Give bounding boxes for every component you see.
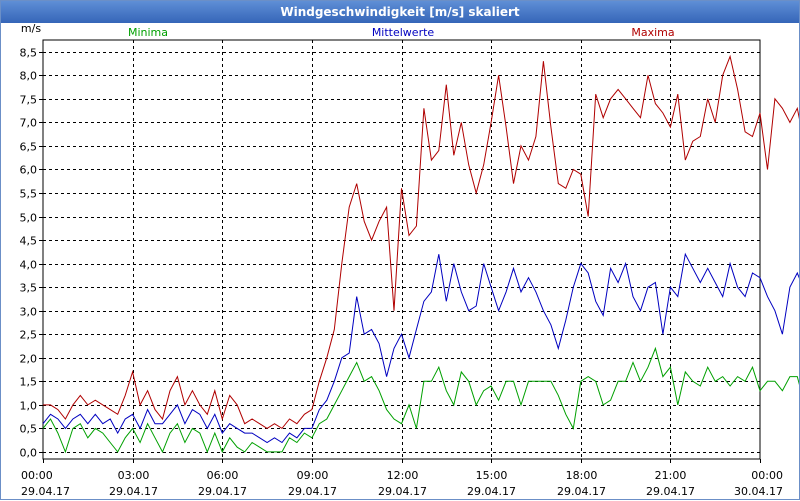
y-tick-label: 1,5 [20, 376, 38, 389]
x-tick-label-time: 09:00 [297, 469, 329, 482]
y-tick-label: 5,5 [20, 188, 38, 201]
y-tick-label: 3,5 [20, 282, 38, 295]
series-line-maxima [43, 54, 799, 430]
x-tick-label-date: 29.04.17 [109, 485, 158, 498]
y-tick-label: 6,5 [20, 141, 38, 154]
series-line-minima [42, 346, 799, 454]
y-tick-label: 8,0 [20, 70, 38, 83]
x-tick-label-time: 00:00 [21, 469, 53, 482]
window-title: Windgeschwindigkeit [m/s] skaliert [1, 1, 799, 23]
y-tick-label: 1,0 [20, 400, 38, 413]
series-line-mittelwerte [42, 252, 799, 444]
y-axis-label: m/s [21, 23, 41, 35]
x-tick-label-time: 06:00 [207, 469, 239, 482]
y-tick-label: 4,0 [20, 259, 38, 272]
y-tick-label: 4,5 [20, 235, 38, 248]
x-tick-label-date: 29.04.17 [288, 485, 337, 498]
x-tick-label-date: 29.04.17 [378, 485, 427, 498]
legend-mittelwerte: Mittelwerte [372, 26, 435, 39]
y-tick-label: 3,0 [20, 306, 38, 319]
plot-frame [42, 39, 761, 460]
x-tick-label-time: 03:00 [118, 469, 150, 482]
y-tick-label: 5,0 [20, 212, 38, 225]
x-tick-label-time: 15:00 [476, 469, 508, 482]
x-tick-label-time: 18:00 [566, 469, 598, 482]
x-tick-label-date: 29.04.17 [557, 485, 606, 498]
x-tick-label-time: 00:00 [751, 469, 783, 482]
y-tick-label: 2,0 [20, 353, 38, 366]
y-tick-label: 2,5 [20, 329, 38, 342]
y-tick-label: 0,5 [20, 423, 38, 436]
y-tick-label: 6,0 [20, 164, 38, 177]
x-tick-label-date: 29.04.17 [646, 485, 695, 498]
x-tick-label-date: 29.04.17 [21, 485, 70, 498]
y-tick-label: 7,5 [20, 94, 38, 107]
x-tick-label-date: 29.04.17 [198, 485, 247, 498]
x-tick-label-time: 21:00 [655, 469, 687, 482]
y-tick-label: 7,0 [20, 117, 38, 130]
x-tick-label-time: 12:00 [387, 469, 419, 482]
x-tick-label-date: 30.04.17 [734, 485, 783, 498]
x-tick-label-date: 29.04.17 [467, 485, 516, 498]
chart-canvas: 0,0 0,5 1,0 1,5 2,0 2,5 3,0 3,5 4,0 4,5 5,0 5,5 6,0 6… [20, 23, 799, 498]
legend-minima: Minima [128, 26, 168, 39]
y-tick-label: 0,0 [20, 447, 38, 460]
y-tick-label: 8,5 [20, 47, 38, 60]
legend-maxima: Maxima [631, 26, 674, 39]
